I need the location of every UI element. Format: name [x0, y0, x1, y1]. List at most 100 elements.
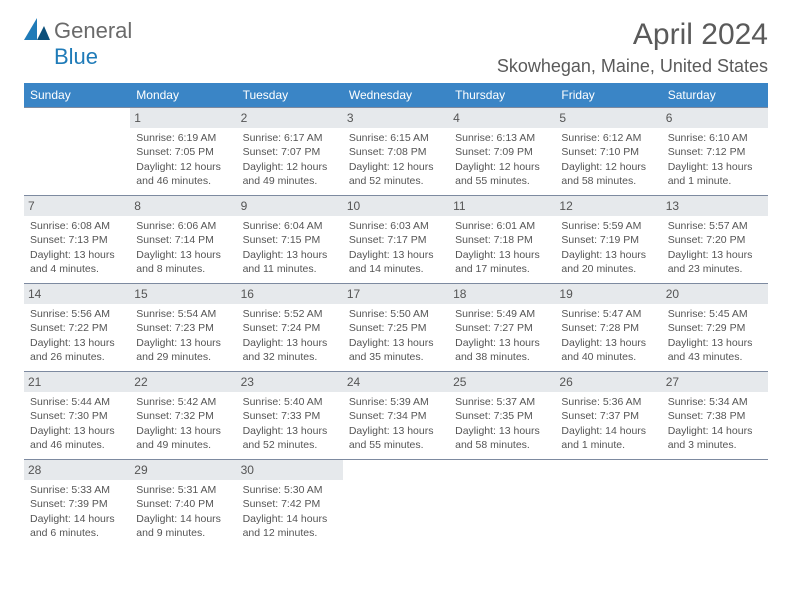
day-number: 29 [130, 460, 236, 480]
day-number: 3 [343, 108, 449, 128]
daylight-text: Daylight: 13 hours [136, 336, 230, 350]
daylight-text: Daylight: 13 hours [243, 248, 337, 262]
sunset-text: Sunset: 7:24 PM [243, 321, 337, 335]
day-number: 14 [24, 284, 130, 304]
daylight-text: and 11 minutes. [243, 262, 337, 276]
daylight-text: and 49 minutes. [136, 438, 230, 452]
calendar-row: 28Sunrise: 5:33 AMSunset: 7:39 PMDayligh… [24, 460, 768, 548]
day-number: 19 [555, 284, 661, 304]
day-number: 27 [662, 372, 768, 392]
sunrise-text: Sunrise: 5:33 AM [30, 483, 124, 497]
sunset-text: Sunset: 7:14 PM [136, 233, 230, 247]
sunset-text: Sunset: 7:42 PM [243, 497, 337, 511]
daylight-text: Daylight: 13 hours [561, 248, 655, 262]
sunset-text: Sunset: 7:18 PM [455, 233, 549, 247]
sunset-text: Sunset: 7:39 PM [30, 497, 124, 511]
daylight-text: Daylight: 13 hours [243, 336, 337, 350]
day-number: 7 [24, 196, 130, 216]
day-number: 20 [662, 284, 768, 304]
sunrise-text: Sunrise: 5:44 AM [30, 395, 124, 409]
calendar-row: 1Sunrise: 6:19 AMSunset: 7:05 PMDaylight… [24, 108, 768, 196]
calendar-cell: 19Sunrise: 5:47 AMSunset: 7:28 PMDayligh… [555, 284, 661, 372]
calendar-cell: 29Sunrise: 5:31 AMSunset: 7:40 PMDayligh… [130, 460, 236, 548]
calendar-cell: 2Sunrise: 6:17 AMSunset: 7:07 PMDaylight… [237, 108, 343, 196]
sunset-text: Sunset: 7:35 PM [455, 409, 549, 423]
logo-icon [24, 18, 50, 45]
sunset-text: Sunset: 7:30 PM [30, 409, 124, 423]
daylight-text: Daylight: 13 hours [455, 248, 549, 262]
daylight-text: and 38 minutes. [455, 350, 549, 364]
sunrise-text: Sunrise: 6:12 AM [561, 131, 655, 145]
daylight-text: Daylight: 13 hours [668, 248, 762, 262]
day-number: 1 [130, 108, 236, 128]
weekday-header: Monday [130, 83, 236, 108]
daylight-text: Daylight: 12 hours [136, 160, 230, 174]
sunrise-text: Sunrise: 5:57 AM [668, 219, 762, 233]
sunset-text: Sunset: 7:34 PM [349, 409, 443, 423]
daylight-text: and 29 minutes. [136, 350, 230, 364]
daylight-text: Daylight: 13 hours [30, 336, 124, 350]
day-number: 5 [555, 108, 661, 128]
sunset-text: Sunset: 7:29 PM [668, 321, 762, 335]
calendar-cell: 9Sunrise: 6:04 AMSunset: 7:15 PMDaylight… [237, 196, 343, 284]
sunrise-text: Sunrise: 5:45 AM [668, 307, 762, 321]
sunset-text: Sunset: 7:07 PM [243, 145, 337, 159]
day-number: 8 [130, 196, 236, 216]
weekday-row: Sunday Monday Tuesday Wednesday Thursday… [24, 83, 768, 108]
calendar-cell [555, 460, 661, 548]
calendar-cell: 3Sunrise: 6:15 AMSunset: 7:08 PMDaylight… [343, 108, 449, 196]
sunrise-text: Sunrise: 6:19 AM [136, 131, 230, 145]
calendar-cell [343, 460, 449, 548]
day-number: 25 [449, 372, 555, 392]
month-title: April 2024 [497, 18, 768, 52]
calendar-table: Sunday Monday Tuesday Wednesday Thursday… [24, 83, 768, 548]
sunset-text: Sunset: 7:28 PM [561, 321, 655, 335]
sunrise-text: Sunrise: 5:30 AM [243, 483, 337, 497]
sunrise-text: Sunrise: 5:50 AM [349, 307, 443, 321]
sunrise-text: Sunrise: 5:59 AM [561, 219, 655, 233]
daylight-text: and 55 minutes. [455, 174, 549, 188]
sunrise-text: Sunrise: 6:04 AM [243, 219, 337, 233]
day-number: 18 [449, 284, 555, 304]
daylight-text: and 35 minutes. [349, 350, 443, 364]
weekday-header: Tuesday [237, 83, 343, 108]
daylight-text: and 17 minutes. [455, 262, 549, 276]
daylight-text: and 1 minute. [668, 174, 762, 188]
sunset-text: Sunset: 7:09 PM [455, 145, 549, 159]
calendar-cell: 7Sunrise: 6:08 AMSunset: 7:13 PMDaylight… [24, 196, 130, 284]
sunrise-text: Sunrise: 5:40 AM [243, 395, 337, 409]
logo-text: General Blue [54, 18, 132, 70]
calendar-cell: 28Sunrise: 5:33 AMSunset: 7:39 PMDayligh… [24, 460, 130, 548]
sunrise-text: Sunrise: 6:17 AM [243, 131, 337, 145]
calendar-cell [24, 108, 130, 196]
day-number: 17 [343, 284, 449, 304]
daylight-text: and 20 minutes. [561, 262, 655, 276]
location: Skowhegan, Maine, United States [497, 56, 768, 77]
daylight-text: and 40 minutes. [561, 350, 655, 364]
daylight-text: Daylight: 13 hours [455, 336, 549, 350]
sunrise-text: Sunrise: 5:39 AM [349, 395, 443, 409]
day-number: 4 [449, 108, 555, 128]
calendar-cell: 6Sunrise: 6:10 AMSunset: 7:12 PMDaylight… [662, 108, 768, 196]
day-number: 12 [555, 196, 661, 216]
sunset-text: Sunset: 7:20 PM [668, 233, 762, 247]
daylight-text: and 3 minutes. [668, 438, 762, 452]
calendar-cell: 5Sunrise: 6:12 AMSunset: 7:10 PMDaylight… [555, 108, 661, 196]
daylight-text: and 23 minutes. [668, 262, 762, 276]
daylight-text: Daylight: 14 hours [136, 512, 230, 526]
sunrise-text: Sunrise: 5:54 AM [136, 307, 230, 321]
sunrise-text: Sunrise: 6:06 AM [136, 219, 230, 233]
sunset-text: Sunset: 7:25 PM [349, 321, 443, 335]
sunset-text: Sunset: 7:19 PM [561, 233, 655, 247]
day-number: 21 [24, 372, 130, 392]
sunrise-text: Sunrise: 5:36 AM [561, 395, 655, 409]
daylight-text: and 1 minute. [561, 438, 655, 452]
sunrise-text: Sunrise: 6:13 AM [455, 131, 549, 145]
sunset-text: Sunset: 7:10 PM [561, 145, 655, 159]
daylight-text: and 26 minutes. [30, 350, 124, 364]
calendar-cell: 14Sunrise: 5:56 AMSunset: 7:22 PMDayligh… [24, 284, 130, 372]
logo-text-part2: Blue [54, 44, 98, 69]
day-number: 13 [662, 196, 768, 216]
logo: General Blue [24, 18, 132, 70]
day-number: 2 [237, 108, 343, 128]
